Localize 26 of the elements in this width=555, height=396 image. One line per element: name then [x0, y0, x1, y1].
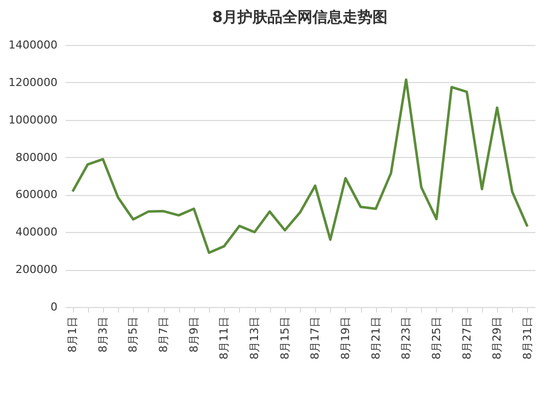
x-tick-label: 8月11日: [218, 316, 231, 360]
y-tick-label: 600000: [16, 188, 58, 202]
x-tick-label: 8月19日: [338, 316, 352, 360]
x-tick-label: 8月29日: [490, 316, 504, 360]
x-tick-label: 8月7日: [157, 316, 170, 352]
x-tick-label: 8月1日: [66, 316, 80, 352]
x-tick-label: 8月13日: [248, 316, 262, 360]
y-tick-label: 200000: [16, 263, 58, 276]
y-tick-label: 800000: [16, 150, 58, 164]
x-tick-label: 8月21日: [369, 316, 382, 360]
x-tick-label: 8月3日: [96, 316, 110, 352]
x-tick-label: 8月17日: [308, 316, 322, 360]
y-tick-label: 1000000: [8, 113, 58, 126]
x-tick-label: 8月31日: [520, 316, 534, 360]
y-tick-label: 400000: [16, 226, 58, 239]
y-tick-label: 1400000: [8, 38, 58, 52]
x-tick-label: 8月15日: [278, 316, 292, 360]
y-tick-label: 1200000: [8, 76, 58, 89]
x-tick-label: 8月9日: [187, 316, 200, 352]
line-series: [71, 78, 529, 254]
x-tick-label: 8月27日: [460, 316, 474, 360]
y-tick-label: 0: [50, 300, 58, 314]
chart-title: 8月护肤品全网信息走势图: [212, 8, 388, 26]
x-tick-label: 8月5日: [126, 316, 140, 352]
x-tick-label: 8月25日: [430, 316, 443, 360]
x-tick-label: 8月23日: [400, 316, 413, 360]
